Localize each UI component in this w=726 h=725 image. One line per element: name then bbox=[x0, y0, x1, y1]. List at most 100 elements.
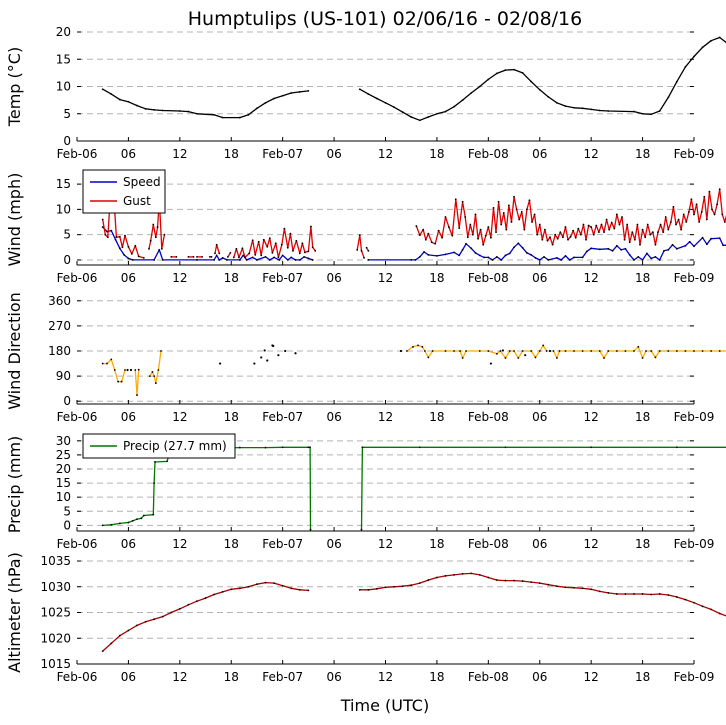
wdir-data-point bbox=[590, 350, 593, 352]
wind-data-point bbox=[663, 249, 665, 252]
temp-ytick-label: 0 bbox=[63, 134, 71, 148]
wind-data-point bbox=[574, 236, 577, 239]
precip-data-point bbox=[361, 446, 364, 449]
wdir-data-point bbox=[513, 350, 515, 352]
wdir-xtick-label: 18 bbox=[224, 410, 239, 424]
panel-temp: 0 5 10 15 20 Feb-06 06 12 18 Feb-07 06 12 18 Feb-08 06… bbox=[5, 25, 726, 161]
wind-data-point bbox=[298, 252, 301, 255]
wind-data-point bbox=[358, 234, 361, 237]
wind-data-point bbox=[156, 226, 159, 228]
temp-data-point bbox=[436, 112, 438, 115]
wind-data-point bbox=[137, 255, 140, 258]
temp-data-point bbox=[444, 110, 447, 113]
wind-series-line bbox=[148, 198, 166, 250]
wind-data-point bbox=[256, 259, 258, 261]
temp-data-point bbox=[101, 88, 104, 91]
wind-data-point bbox=[254, 253, 257, 256]
wind-data-point bbox=[615, 244, 618, 247]
wind-data-point bbox=[160, 247, 163, 250]
wdir-xtick-label: 06 bbox=[121, 410, 136, 424]
wind-data-point bbox=[367, 249, 370, 252]
wind-data-point bbox=[615, 213, 618, 216]
wdir-data-point bbox=[501, 349, 505, 352]
wind-data-point bbox=[365, 246, 368, 249]
temp-data-point bbox=[521, 71, 524, 74]
wind-data-point bbox=[710, 237, 713, 240]
wind-data-point bbox=[303, 256, 305, 258]
temp-xtick-label: 12 bbox=[172, 147, 187, 161]
wind-xtick-label: 12 bbox=[378, 271, 393, 285]
wdir-data-point bbox=[573, 350, 575, 352]
wind-data-point bbox=[628, 241, 631, 244]
wind-data-point bbox=[505, 228, 508, 231]
wind-data-point bbox=[483, 256, 485, 259]
wind-data-point bbox=[590, 226, 593, 228]
alt-data-point bbox=[461, 572, 464, 575]
precip-data-point bbox=[127, 521, 130, 524]
wind-data-point bbox=[466, 236, 469, 239]
wind-data-point bbox=[104, 233, 107, 236]
precip-data-point bbox=[153, 482, 156, 484]
precip-data-point bbox=[309, 528, 312, 531]
precip-data-point bbox=[309, 446, 311, 449]
wind-data-point bbox=[218, 252, 221, 255]
alt-data-point bbox=[547, 583, 550, 586]
wind-data-point bbox=[723, 221, 726, 223]
wind-data-point bbox=[448, 226, 450, 228]
wind-data-point bbox=[187, 256, 190, 258]
alt-data-point bbox=[290, 587, 293, 590]
wind-data-point bbox=[581, 256, 584, 259]
wdir-data-point bbox=[126, 368, 129, 372]
temp-data-point bbox=[376, 97, 378, 100]
wind-data-point bbox=[294, 259, 297, 261]
wind-data-point bbox=[567, 238, 569, 241]
wind-data-point bbox=[654, 243, 657, 246]
wdir-series-line bbox=[134, 369, 140, 396]
alt-data-point bbox=[264, 581, 267, 584]
temp-data-point bbox=[393, 106, 395, 109]
precip-data-point bbox=[238, 446, 241, 449]
temp-data-point bbox=[118, 98, 121, 101]
wind-data-point bbox=[148, 247, 150, 250]
wind-data-point bbox=[701, 236, 704, 239]
wind-data-point bbox=[289, 232, 292, 235]
alt-data-point bbox=[230, 588, 233, 591]
temp-data-point bbox=[418, 119, 421, 122]
wind-data-point bbox=[538, 259, 541, 261]
temp-data-point bbox=[410, 116, 413, 118]
temp-data-point bbox=[298, 91, 301, 93]
alt-series-line bbox=[359, 572, 726, 617]
temp-series-line bbox=[102, 88, 309, 119]
wind-data-point bbox=[534, 257, 537, 259]
wind-data-point bbox=[441, 236, 443, 239]
wind-data-point bbox=[461, 248, 464, 251]
alt-data-point bbox=[204, 597, 207, 599]
wind-xtick-label: 06 bbox=[121, 271, 136, 285]
wind-data-point bbox=[508, 252, 511, 255]
wdir-data-point bbox=[406, 350, 408, 352]
wind-data-point bbox=[444, 216, 447, 218]
temp-data-point bbox=[496, 72, 498, 75]
wind-data-point bbox=[451, 234, 454, 237]
wind-data-point bbox=[641, 228, 644, 231]
temp-xtick-label: Feb-06 bbox=[57, 147, 98, 161]
wind-data-point bbox=[427, 253, 430, 256]
wind-data-point bbox=[525, 251, 528, 254]
precip-xtick-label: 06 bbox=[532, 537, 547, 551]
temp-data-point bbox=[358, 88, 361, 91]
wind-data-point bbox=[533, 213, 536, 216]
wdir-data-point bbox=[453, 350, 455, 352]
wind-data-point bbox=[515, 208, 518, 211]
alt-data-point bbox=[684, 598, 687, 601]
wind-data-point bbox=[484, 234, 487, 237]
temp-data-point bbox=[256, 107, 258, 110]
precip-data-point bbox=[307, 446, 310, 449]
wind-data-point bbox=[273, 256, 275, 259]
wind-data-point bbox=[608, 228, 611, 231]
temp-data-point bbox=[153, 109, 156, 111]
wind-data-point bbox=[280, 243, 283, 246]
temp-xtick-label: Feb-09 bbox=[674, 147, 715, 161]
wind-data-point bbox=[649, 233, 652, 236]
